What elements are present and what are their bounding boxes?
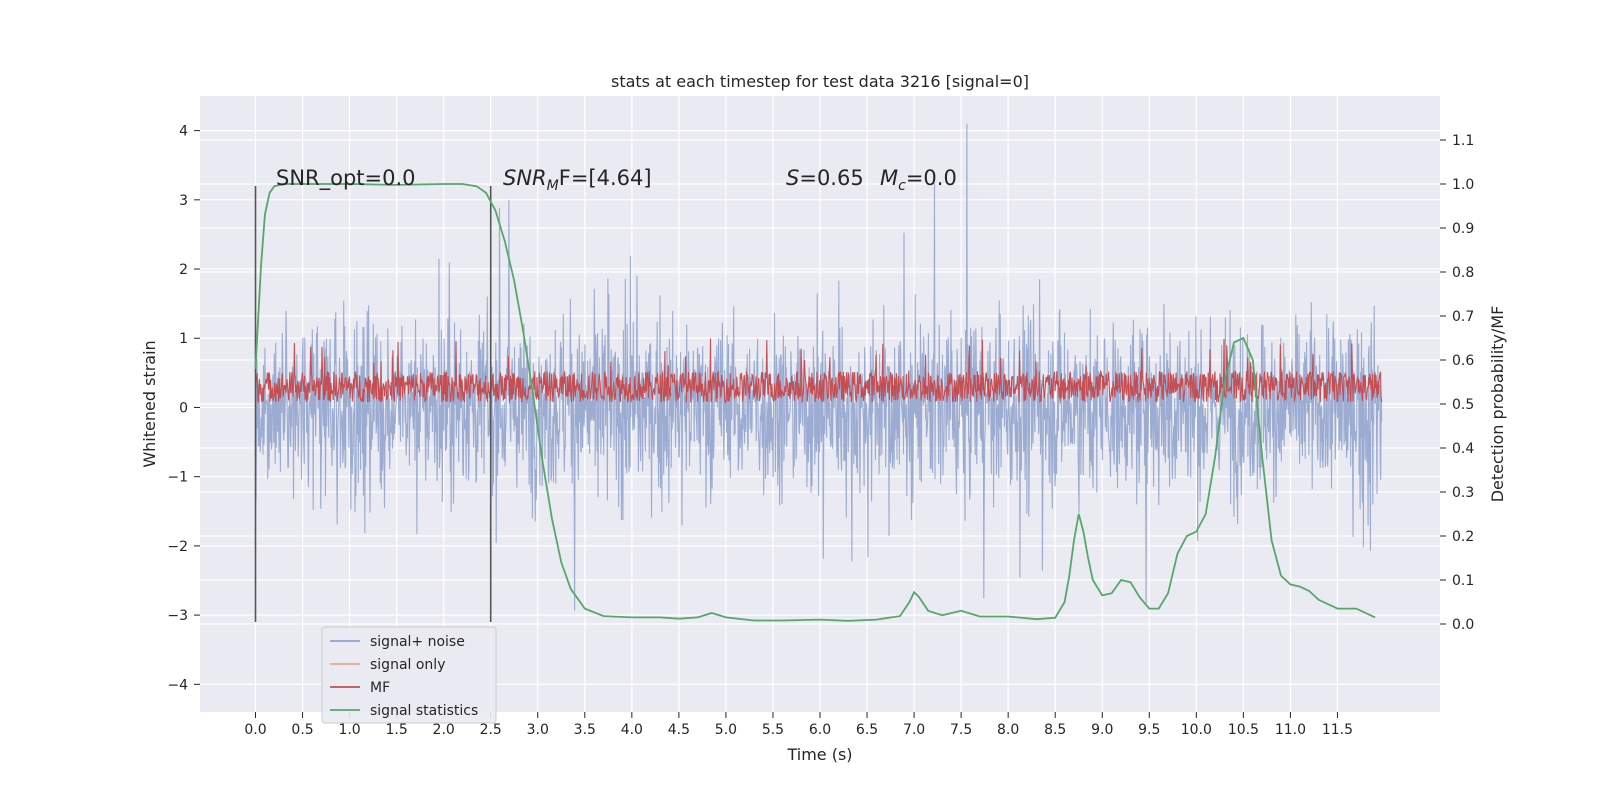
y-right-tick-label-5: 0.5 <box>1452 397 1474 413</box>
y-right-tick-label-3: 0.3 <box>1452 485 1474 501</box>
x-tick-label-11: 5.5 <box>762 722 784 738</box>
legend-label-signal-noise: signal+ noise <box>370 634 465 650</box>
x-axis-label: Time (s) <box>786 745 852 764</box>
x-tick-label-2: 1.0 <box>338 722 360 738</box>
y-ticks-right: 0.0 0.1 0.2 0.3 0.4 0.5 0.6 0.7 0.8 0.9 1.0 1.1 <box>1440 133 1474 633</box>
legend: signal+ noise signal only MF signal stat… <box>321 626 497 724</box>
x-tick-label-15: 7.5 <box>950 722 972 738</box>
mf-trace <box>254 338 1383 404</box>
y-left-tick-label-5: 1 <box>179 331 188 347</box>
y-right-tick-label-6: 0.6 <box>1452 353 1474 369</box>
y-left-tick-label-2: −2 <box>167 539 188 555</box>
x-tick-label-17: 8.5 <box>1044 722 1066 738</box>
x-tick-label-4: 2.0 <box>433 722 455 738</box>
y-right-tick-label-8: 0.8 <box>1452 265 1474 281</box>
signal-statistics-line <box>254 183 1376 622</box>
y-left-tick-label-6: 2 <box>179 262 188 278</box>
annotation-s: S=0.65 <box>786 166 864 190</box>
x-tick-label-19: 9.5 <box>1138 722 1160 738</box>
y-left-tick-label-8: 4 <box>179 124 188 140</box>
y-right-tick-label-10: 1.0 <box>1452 177 1474 193</box>
y-left-tick-label-7: 3 <box>179 193 188 209</box>
y-left-tick-label-4: 0 <box>179 400 188 416</box>
y-right-tick-label-9: 0.9 <box>1452 221 1474 237</box>
vertical-markers <box>254 185 492 623</box>
y-left-tick-label-0: −4 <box>167 677 188 693</box>
x-tick-label-5: 2.5 <box>480 722 502 738</box>
x-tick-label-7: 3.5 <box>574 722 596 738</box>
y-right-tick-label-1: 0.1 <box>1452 573 1474 589</box>
x-ticks: 0.0 0.5 1.0 1.5 2.0 2.5 3.0 3.5 4.0 4.5 5.0 5.5 6.0 6… <box>244 712 1353 738</box>
x-tick-label-22: 11.0 <box>1275 722 1306 738</box>
x-tick-label-23: 11.5 <box>1322 722 1353 738</box>
x-tick-label-21: 10.5 <box>1228 722 1259 738</box>
y-axis-left-label: Whitened strain <box>140 340 159 467</box>
annotation-snr-mf: SNRMF=[4.64] <box>503 166 652 194</box>
legend-label-mf: MF <box>370 680 390 696</box>
y-right-tick-label-4: 0.4 <box>1452 441 1474 457</box>
chart-title: stats at each timestep for test data 321… <box>611 72 1029 91</box>
x-tick-label-8: 4.0 <box>621 722 643 738</box>
y-left-tick-label-3: −1 <box>167 470 188 486</box>
x-tick-label-16: 8.0 <box>997 722 1019 738</box>
x-tick-label-0: 0.0 <box>244 722 266 738</box>
x-tick-label-12: 6.0 <box>809 722 831 738</box>
y-right-tick-label-2: 0.2 <box>1452 529 1474 545</box>
y-axis-right-label: Detection probability/MF <box>1488 306 1507 503</box>
x-tick-label-10: 5.0 <box>715 722 737 738</box>
legend-box <box>321 626 497 724</box>
x-tick-label-14: 7.0 <box>903 722 925 738</box>
y-right-tick-label-7: 0.7 <box>1452 309 1474 325</box>
mf-series <box>254 338 1383 404</box>
x-tick-label-3: 1.5 <box>385 722 407 738</box>
annotation-snr-opt: SNR_opt=0.0 <box>276 166 416 191</box>
y-right-tick-label-0: 0.0 <box>1452 617 1474 633</box>
annotation-mc: Mc=0.0 <box>880 166 957 194</box>
x-tick-label-1: 0.5 <box>291 722 313 738</box>
legend-label-signal-statistics: signal statistics <box>370 703 478 719</box>
x-tick-label-9: 4.5 <box>668 722 690 738</box>
x-tick-label-13: 6.5 <box>856 722 878 738</box>
x-tick-label-18: 9.0 <box>1091 722 1113 738</box>
x-tick-label-20: 10.0 <box>1181 722 1212 738</box>
y-left-tick-label-1: −3 <box>167 608 188 624</box>
y-ticks-left: −4 −3 −2 −1 0 1 2 3 4 <box>167 124 200 693</box>
y-right-tick-label-11: 1.1 <box>1452 133 1474 149</box>
x-tick-label-6: 3.0 <box>527 722 549 738</box>
legend-label-signal-only: signal only <box>370 657 445 673</box>
